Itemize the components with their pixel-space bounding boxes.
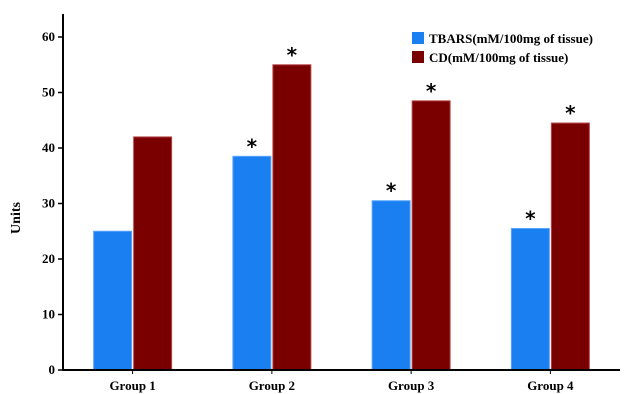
bar: [232, 155, 272, 371]
bar: [371, 200, 411, 371]
y-tick-label: 60: [42, 29, 55, 44]
bar: [411, 100, 451, 371]
x-tick-label: Group 2: [249, 378, 295, 393]
y-tick-label: 50: [42, 85, 55, 100]
y-tick-label: 0: [49, 362, 56, 377]
legend: TBARS(mM/100mg of tissue) CD(mM/100mg of …: [412, 31, 593, 65]
legend-label: TBARS(mM/100mg of tissue): [429, 31, 593, 46]
x-tick-label: Group 1: [109, 378, 155, 393]
bar: [93, 230, 133, 371]
significance-star: *: [525, 206, 536, 230]
y-tick-label: 10: [42, 307, 55, 322]
legend-swatch: [412, 32, 424, 44]
legend-label: CD(mM/100mg of tissue): [429, 50, 568, 65]
significance-star: *: [386, 179, 397, 203]
bars-layer: [93, 64, 590, 371]
significance-star: *: [247, 134, 258, 158]
significance-star: *: [426, 79, 437, 103]
bar: [510, 227, 550, 371]
y-tick-label: 20: [42, 251, 55, 266]
y-axis-label: Units: [9, 202, 24, 234]
y-tick-label: 30: [42, 196, 55, 211]
legend-swatch: [412, 51, 424, 63]
significance-star: *: [565, 101, 576, 125]
y-ticks: 0 10 20 30 40 50 60: [42, 29, 63, 377]
y-tick-label: 40: [42, 140, 55, 155]
x-tick-label: Group 3: [388, 378, 435, 393]
bar: [550, 122, 590, 371]
bar: [272, 64, 312, 371]
significance-markers: * * * * * *: [247, 43, 577, 231]
significance-star: *: [287, 43, 298, 67]
x-ticks: Group 1 Group 2 Group 3 Group 4: [109, 370, 574, 393]
x-tick-label: Group 4: [527, 378, 574, 393]
bar: [133, 136, 173, 371]
